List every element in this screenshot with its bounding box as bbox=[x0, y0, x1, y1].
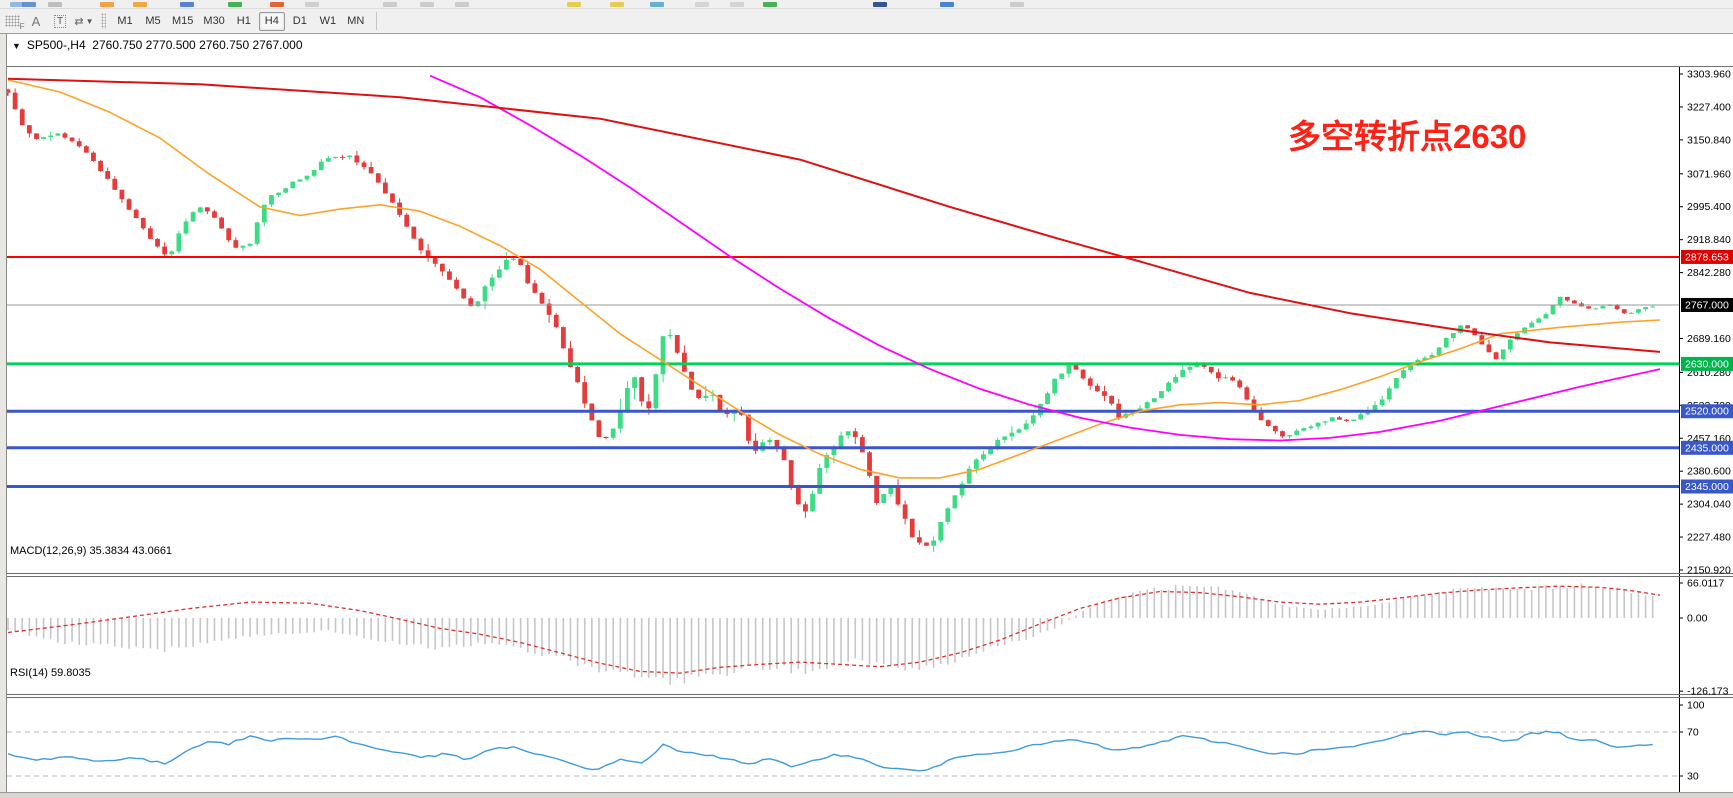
price-tick-label: 3150.840 bbox=[1687, 134, 1731, 146]
rsi-line bbox=[7, 730, 1653, 772]
toolbar-icon-stub[interactable] bbox=[567, 2, 581, 7]
toolbar-icon-stub[interactable] bbox=[270, 2, 284, 7]
toolbar-icon-stub[interactable] bbox=[650, 2, 664, 7]
price-badge-label: 2520.000 bbox=[1685, 406, 1729, 418]
price-level-badge bbox=[1681, 297, 1733, 312]
chart-ohlc-values: 2760.750 2770.500 2760.750 2767.000 bbox=[92, 38, 303, 52]
timeframe-button-m1[interactable]: M1 bbox=[112, 12, 138, 31]
price-tick-label: 3303.960 bbox=[1687, 69, 1731, 81]
price-tick-label: 2227.480 bbox=[1687, 532, 1731, 544]
price-badge-label: 2767.000 bbox=[1685, 299, 1729, 311]
timeframe-button-mn[interactable]: MN bbox=[343, 12, 369, 31]
toolbar-icon-stub[interactable] bbox=[610, 2, 624, 7]
chart-title[interactable]: ▼ SP500-,H4 2760.750 2770.500 2760.750 27… bbox=[12, 38, 303, 52]
macd-tick-label: 66.0117 bbox=[1687, 578, 1724, 590]
price-level-badge bbox=[1681, 479, 1733, 494]
toolbar-row-main: F A T ⇄ ▼ M1 M5 M15 M30 H1 H4 D1 W1 MN bbox=[0, 9, 1733, 34]
chart-symbol-period: SP500-,H4 bbox=[26, 38, 86, 52]
toolbar-icon-stub[interactable] bbox=[305, 2, 319, 7]
price-tick-label: 2380.600 bbox=[1687, 466, 1731, 478]
toolbar-icon-stub[interactable] bbox=[873, 2, 887, 7]
rsi-tick-label: 100 bbox=[1687, 700, 1705, 712]
toolbar-icon-stub[interactable] bbox=[48, 2, 62, 7]
macd-tick-label: -126.173 bbox=[1687, 686, 1729, 698]
price-badge-label: 2345.000 bbox=[1685, 481, 1729, 493]
cycle-symbols-icon[interactable]: ⇄ ▼ bbox=[74, 15, 94, 28]
macd-tick-label: 0.00 bbox=[1687, 613, 1708, 625]
timeframe-button-m15[interactable]: M15 bbox=[168, 12, 197, 31]
toolbar-icon-stub[interactable] bbox=[1010, 2, 1024, 7]
toolbar-icon-stub[interactable] bbox=[383, 2, 397, 7]
timeframe-button-w1[interactable]: W1 bbox=[315, 12, 341, 31]
toolbar-separator bbox=[375, 12, 377, 30]
toolbar-icon-stub[interactable] bbox=[455, 2, 469, 7]
toolbar-icon-stub[interactable] bbox=[228, 2, 242, 7]
toolbar-icon-stub[interactable] bbox=[420, 2, 434, 7]
toolbar-icon-stub[interactable] bbox=[10, 2, 24, 7]
toolbar-icon-stub[interactable] bbox=[133, 2, 147, 7]
price-tick-label: 3227.400 bbox=[1687, 101, 1731, 113]
price-tick-label: 2842.280 bbox=[1687, 267, 1731, 279]
timeframe-button-h4[interactable]: H4 bbox=[258, 11, 285, 31]
price-level-badge bbox=[1681, 440, 1733, 455]
snap-grid-icon[interactable]: F bbox=[1, 12, 25, 31]
toolbar-icon-stub[interactable] bbox=[100, 2, 114, 7]
rsi-indicator-label: RSI(14) 59.8035 bbox=[10, 667, 91, 679]
text-box-icon[interactable]: T bbox=[49, 12, 71, 31]
toolbar-icon-stub[interactable] bbox=[940, 2, 954, 7]
price-tick-label: 2918.840 bbox=[1687, 234, 1731, 246]
toolbar-icon-stub[interactable] bbox=[730, 2, 744, 7]
toolbar-drag-handle[interactable] bbox=[101, 13, 106, 29]
timeframe-button-m30[interactable]: M30 bbox=[199, 12, 228, 31]
price-badge-label: 2435.000 bbox=[1685, 442, 1729, 454]
timeframe-button-m5[interactable]: M5 bbox=[140, 12, 166, 31]
price-badge-label: 2878.653 bbox=[1685, 251, 1729, 263]
chart-annotation-text[interactable]: 多空转折点2630 bbox=[1288, 118, 1527, 155]
window-left-border bbox=[0, 33, 7, 793]
chart-dropdown-icon[interactable]: ▼ bbox=[12, 41, 21, 51]
timeframe-button-h1[interactable]: H1 bbox=[231, 12, 257, 31]
price-tick-label: 2689.160 bbox=[1687, 333, 1731, 345]
rsi-tick-label: 30 bbox=[1687, 771, 1699, 783]
price-level-badge bbox=[1681, 356, 1733, 371]
toolbar-row-partial bbox=[0, 0, 1733, 9]
chart-surface[interactable]: 3303.960 3227.400 3150.840 3071.960 2995.400… bbox=[0, 33, 1733, 798]
toolbar-icon-stub[interactable] bbox=[22, 2, 36, 7]
price-tick-label: 2304.040 bbox=[1687, 499, 1731, 511]
price-badge-label: 2630.000 bbox=[1685, 358, 1729, 370]
price-level-badge bbox=[1681, 404, 1733, 419]
timeframe-button-d1[interactable]: D1 bbox=[287, 12, 313, 31]
toolbar-icon-stub[interactable] bbox=[180, 2, 194, 7]
price-tick-label: 2995.400 bbox=[1687, 201, 1731, 213]
price-tick-label: 3071.960 bbox=[1687, 168, 1731, 180]
toolbar-icon-stub[interactable] bbox=[763, 2, 777, 7]
candlestick-series bbox=[7, 88, 1656, 552]
macd-histogram bbox=[7, 583, 1654, 685]
text-label-icon[interactable]: A bbox=[31, 13, 41, 29]
rsi-tick-label: 70 bbox=[1687, 727, 1699, 739]
toolbar-icon-stub[interactable] bbox=[695, 2, 709, 7]
chevron-down-icon: ▼ bbox=[85, 16, 94, 26]
price-level-badge bbox=[1681, 249, 1733, 264]
price-tick-label: 2150.920 bbox=[1687, 564, 1731, 576]
chart-canvas[interactable]: 3303.960 3227.400 3150.840 3071.960 2995.400… bbox=[0, 33, 1733, 798]
window-bottom-border bbox=[0, 792, 1733, 798]
macd-indicator-label: MACD(12,26,9) 35.3834 43.0661 bbox=[10, 545, 173, 557]
